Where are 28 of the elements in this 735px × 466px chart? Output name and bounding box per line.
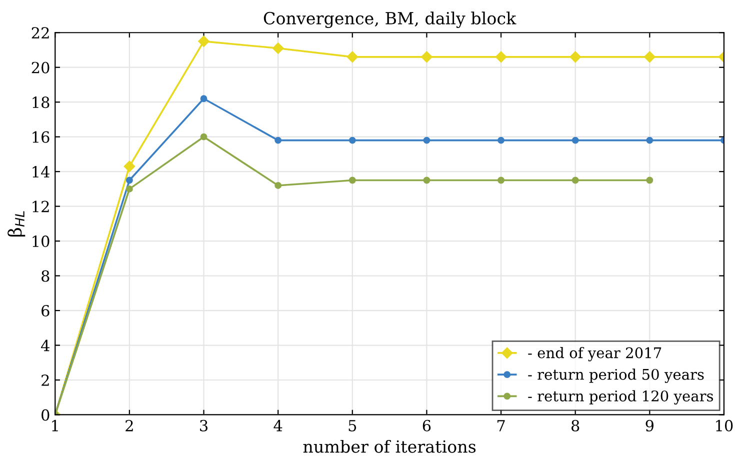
y-tick-label: 22	[32, 27, 49, 38]
x-tick-label: 10	[716, 420, 733, 432]
y-tick-label: 6	[42, 304, 50, 317]
legend-label: - return period 50 years	[528, 368, 704, 383]
legend-label: - return period 120 years	[528, 390, 714, 405]
y-tick-label: 18	[32, 96, 50, 108]
chart-title: Convergence, BM, daily block	[264, 12, 516, 28]
y-tick-label: 4	[41, 340, 50, 352]
y-tick-label: 20	[32, 62, 50, 74]
x-tick-label: 8	[572, 420, 580, 432]
y-tick-label: 16	[32, 131, 50, 143]
x-axis-title: number of iterations	[303, 440, 476, 453]
x-tick-label: 7	[497, 420, 505, 432]
x-tick-label: 4	[274, 420, 282, 432]
y-tick-label: 10	[32, 236, 50, 248]
y-tick-label: 14	[32, 166, 50, 178]
x-tick-label: 1	[52, 420, 58, 432]
legend-label: - end of year 2017	[528, 346, 662, 362]
y-tick-label: 2	[42, 374, 49, 386]
y-tick-label: 0	[42, 409, 50, 421]
x-tick-label: 3	[200, 420, 208, 432]
x-tick-label: 5	[348, 420, 356, 432]
y-tick-label: 8	[42, 270, 50, 282]
y-tick-label: 12	[32, 200, 49, 212]
x-tick-label: 9	[646, 420, 654, 432]
x-tick-label: 6	[422, 420, 431, 432]
y-axis-title: β$_{HL}$	[8, 211, 26, 236]
x-tick-label: 2	[126, 420, 133, 432]
